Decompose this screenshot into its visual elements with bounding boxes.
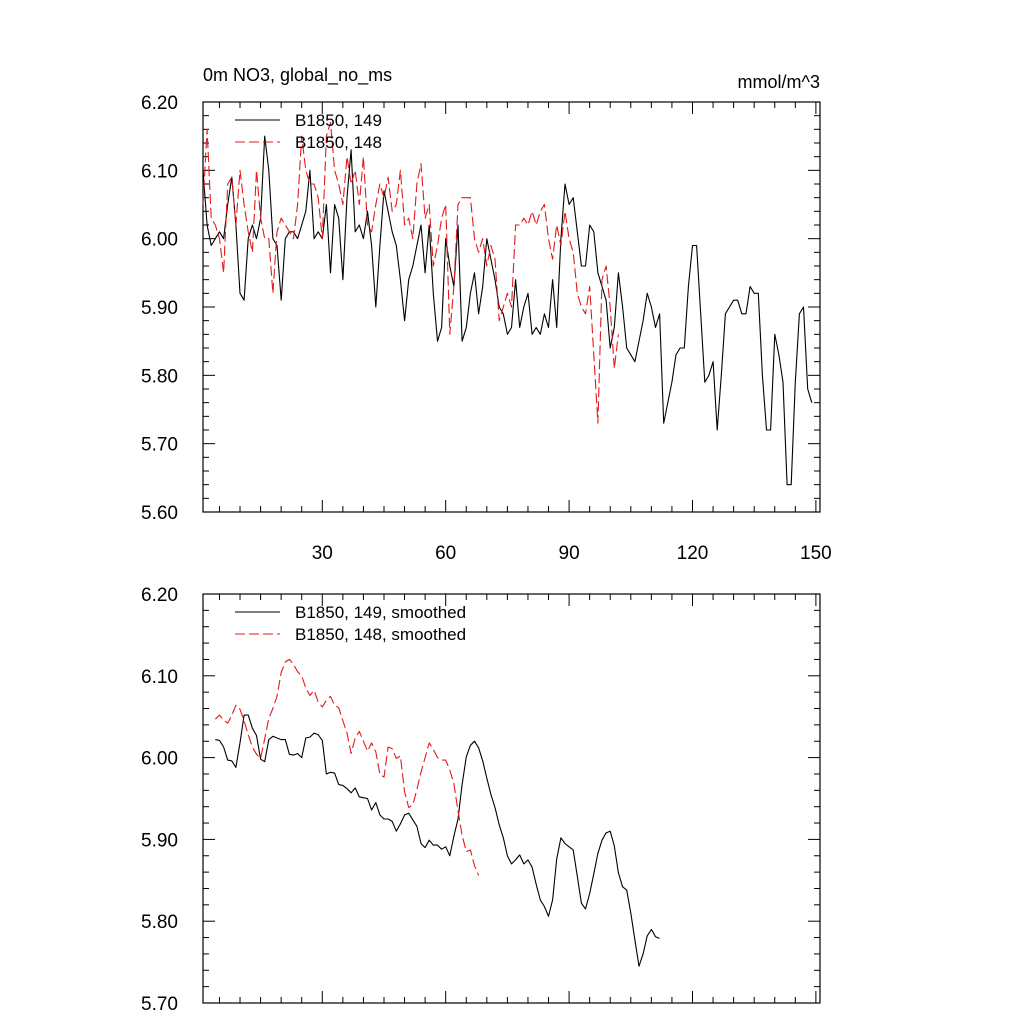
x-tick-label: 150 [800, 543, 832, 564]
series-line-b1850-149 [202, 135, 813, 486]
legend-label: B1850, 149 [295, 111, 382, 130]
bottom-panel-smoothed-series: 5.70 5.80 5.90 6.00 6.10 6.20 B1850, 149, smoo… [141, 585, 821, 1015]
series-line-b1850-148 [202, 121, 619, 424]
y-tick-label: 6.20 [141, 585, 178, 606]
x-tick-label: 120 [677, 543, 709, 564]
series-line-b1850-149 [215, 714, 660, 967]
chart-units-label: mmol/m^3 [738, 72, 820, 92]
legend-label: B1850, 149, smoothed [295, 603, 466, 622]
plot-frame [202, 593, 821, 1004]
y-tick-label: 5.90 [141, 830, 178, 851]
y-tick-label: 5.90 [141, 298, 178, 319]
y-tick-label: 6.20 [141, 93, 178, 114]
top-panel-raw-series: 5.60 5.70 5.80 5.90 6.00 6.10 6.20 30 60 90 120 150… [141, 93, 832, 564]
y-tick-label: 6.00 [141, 749, 178, 770]
x-tick-label: 60 [435, 543, 456, 564]
y-tick-label: 6.10 [141, 667, 178, 688]
x-tick-label: 90 [559, 543, 580, 564]
y-tick-label: 5.80 [141, 912, 178, 933]
y-tick-label: 5.70 [141, 994, 178, 1015]
series-line-b1850-148 [214, 658, 480, 876]
legend-label: B1850, 148 [295, 133, 382, 152]
y-tick-label: 5.80 [141, 366, 178, 387]
y-tick-label: 5.70 [141, 435, 178, 456]
chart-title-left: 0m NO3, global_no_ms [203, 65, 392, 86]
y-tick-label: 5.60 [141, 503, 178, 524]
y-tick-label: 6.10 [141, 161, 178, 182]
y-tick-label: 6.00 [141, 230, 178, 251]
legend-label: B1850, 148, smoothed [295, 625, 466, 644]
x-tick-label: 30 [312, 543, 333, 564]
